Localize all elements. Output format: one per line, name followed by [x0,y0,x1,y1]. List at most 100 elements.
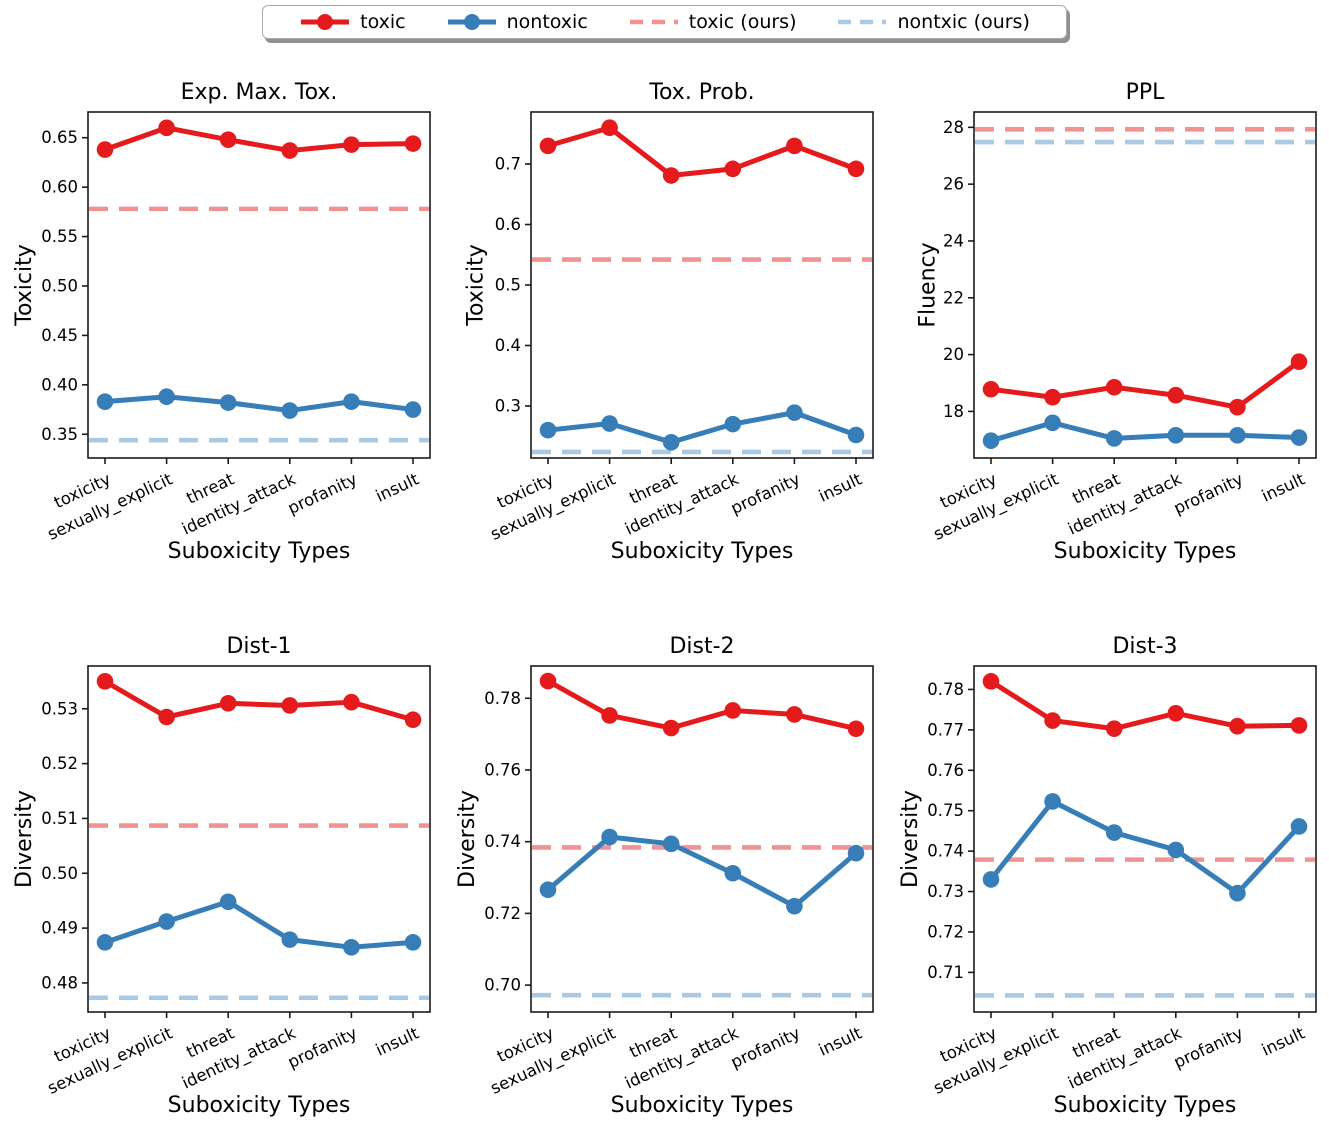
nontoxic-marker [404,401,422,418]
legend-item-nontoxic: nontoxic [446,11,588,33]
chart-exp-max-tox: 0.35 0.40 0.45 0.50 0.55 0.60 0.65 toxicity sexu… [0,60,443,604]
nontoxic-marker [847,844,865,862]
legend-box: toxic nontoxic toxic (ours) nontxic (our… [262,5,1067,39]
nontoxic-marker [786,404,803,421]
nontoxic-marker [724,864,742,882]
toxic-marker [539,672,557,690]
toxic-line [102,125,416,154]
toxic-marker [724,160,742,178]
x-tick-label: profanity [1171,1023,1246,1072]
nontoxic-marker [281,931,299,948]
x-tick-label: profanity [285,1023,360,1072]
toxic-marker [158,119,175,137]
nontoxic-marker [96,393,114,410]
nontoxic-line [545,410,859,445]
y-tick-label: 26 [943,175,964,194]
toxic-marker [601,707,618,724]
toxic-marker [404,135,422,152]
toxic-marker [1290,353,1308,370]
chart-title: Dist-3 [1112,634,1177,659]
nontoxic-marker [1044,793,1061,810]
toxic-ours-dashed-icon [629,19,678,25]
plot-border [530,665,874,1013]
chart-dist-1: 0.48 0.49 0.50 0.51 0.52 0.53 toxicity sexually… [0,604,443,1135]
y-tick-label: 24 [943,231,964,250]
chart-title: Dist-2 [669,634,734,659]
legend-label-toxic-ours: toxic (ours) [688,11,797,33]
toxic-line-icon [301,14,350,30]
nontoxic-marker [1229,426,1246,444]
toxic-line [988,359,1302,410]
x-tick-label: insult [373,1023,422,1060]
toxic-marker [539,137,557,155]
x-axis-label: Suboxicity Types [611,1093,794,1118]
nontoxic-marker [343,938,360,956]
nontoxic-marker [539,881,557,899]
y-axis-label: Toxicity [12,244,37,326]
y-axis-label: Diversity [455,790,480,888]
nontoxic-marker [539,421,557,439]
toxic-marker [158,708,175,726]
x-axis-label: Suboxicity Types [1054,1093,1237,1118]
x-tick-label: insult [816,469,865,506]
toxic-marker [1229,717,1246,735]
toxic-marker [1044,712,1061,729]
y-tick-label: 0.73 [927,882,964,901]
nontoxic-marker [1105,824,1123,841]
x-tick-label: insult [816,1023,865,1060]
nontoxic-marker [601,828,618,846]
nontoxic-marker [724,415,742,433]
toxic-marker [404,711,422,729]
toxic-marker [662,167,680,184]
chart-ppl: 18 20 22 24 26 28 toxicity sexually_explicit thr… [886,60,1329,604]
y-axis-label: Toxicity [464,244,489,326]
nontoxic-marker [786,897,803,915]
x-tick-label: profanity [728,1023,803,1072]
nontoxic-marker [219,893,237,911]
toxic-marker [786,137,803,155]
y-tick-label: 0.52 [41,754,78,773]
toxic-marker [1167,704,1185,722]
y-tick-label: 0.76 [927,761,964,780]
y-axis-label: Diversity [12,790,37,888]
toxic-marker [96,673,114,690]
toxic-marker [1044,388,1061,406]
y-axis-label: Fluency [915,242,940,327]
plot-border [973,665,1317,1013]
toxic-marker [343,136,360,153]
y-tick-label: 0.35 [41,425,78,444]
y-tick-label: 0.48 [41,973,78,992]
y-tick-label: 20 [943,345,964,364]
x-tick-label: profanity [728,469,803,518]
nontoxic-marker [1167,426,1185,444]
x-axis-label: Suboxicity Types [168,539,351,564]
legend-label-nontxic-ours: nontxic (ours) [897,11,1030,33]
toxic-marker [982,380,1000,398]
x-tick-label: insult [1259,469,1308,506]
toxic-marker [219,694,237,712]
y-tick-label: 0.45 [41,326,78,345]
y-tick-label: 0.74 [484,832,521,851]
toxic-marker [1229,398,1246,416]
y-tick-label: 0.75 [927,801,964,820]
y-tick-label: 0.77 [927,720,964,739]
chart-title: Tox. Prob. [648,80,754,105]
plot-border [973,111,1317,459]
nontoxic-marker [982,432,1000,449]
toxic-marker [601,119,618,137]
nontoxic-marker [847,426,865,444]
plot-border [87,111,431,459]
toxic-marker [786,706,803,723]
y-tick-label: 0.5 [495,276,521,295]
chart-dist-3: 0.71 0.72 0.73 0.74 0.75 0.76 0.77 0.78 toxicity… [886,604,1329,1135]
toxic-marker [724,702,742,719]
y-tick-label: 0.7 [495,155,521,174]
nontoxic-line [102,899,416,950]
y-tick-label: 22 [943,288,964,307]
nontoxic-line [988,798,1302,896]
chart-tox-prob: 0.3 0.4 0.5 0.6 0.7 toxicity sexually_explicit… [443,60,886,604]
nontoxic-marker [1167,841,1185,859]
toxic-marker [982,673,1000,690]
y-tick-label: 0.71 [927,963,964,982]
